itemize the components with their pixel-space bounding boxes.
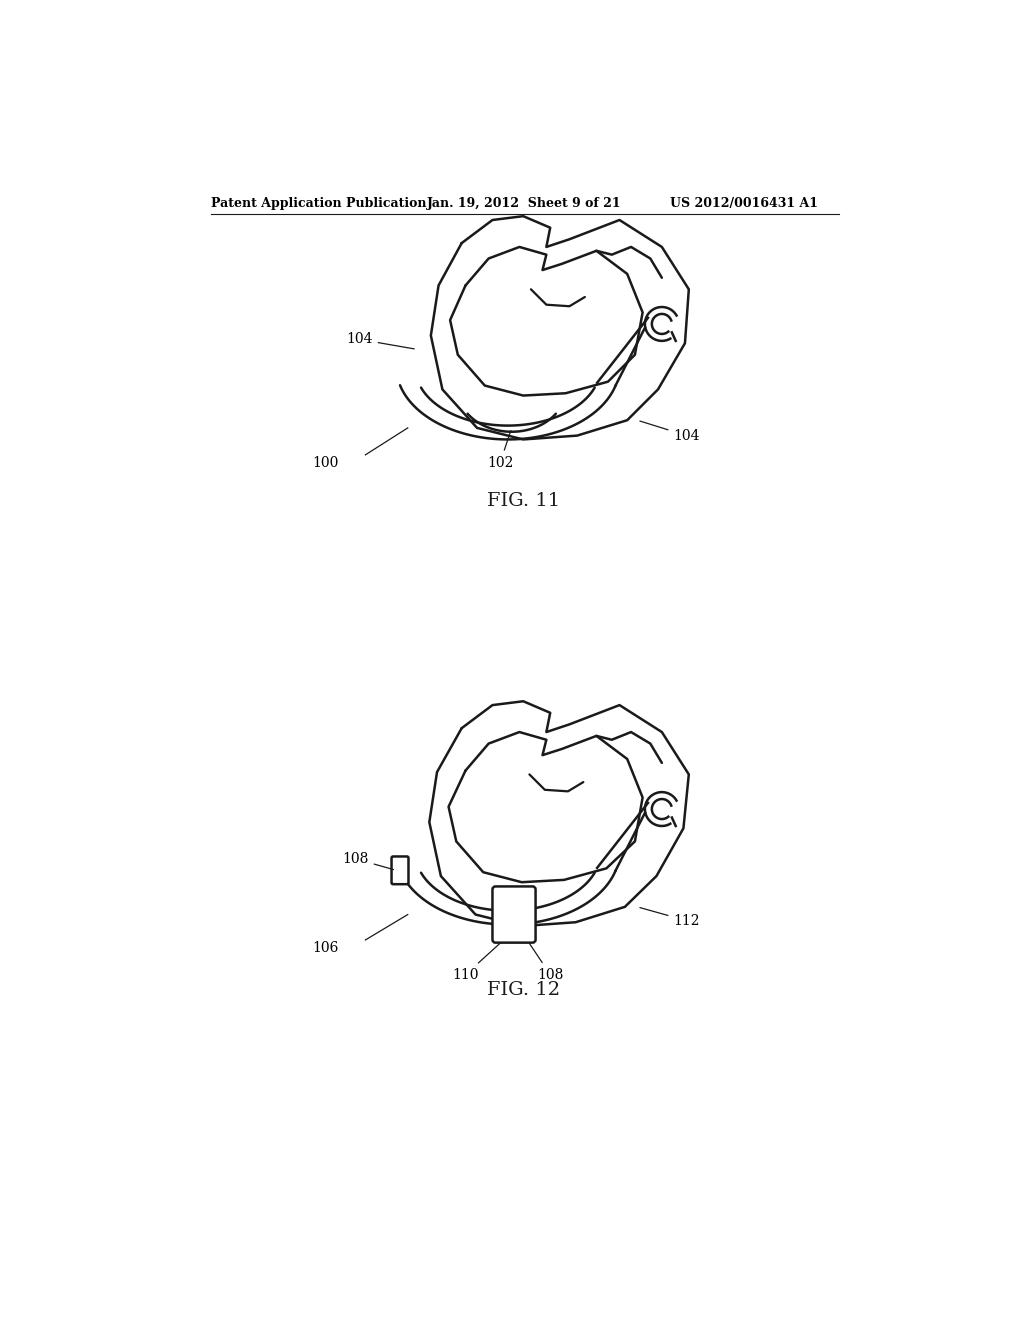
Text: 112: 112 [640, 908, 700, 928]
Text: 108: 108 [342, 851, 393, 870]
Text: FIG. 12: FIG. 12 [486, 981, 560, 999]
Text: 110: 110 [453, 942, 501, 982]
Text: 102: 102 [487, 430, 513, 470]
FancyBboxPatch shape [493, 887, 536, 942]
Text: 100: 100 [312, 455, 339, 470]
Text: 104: 104 [346, 333, 415, 348]
Text: 106: 106 [312, 941, 339, 954]
Text: Patent Application Publication: Patent Application Publication [211, 197, 427, 210]
Text: US 2012/0016431 A1: US 2012/0016431 A1 [670, 197, 817, 210]
Text: 108: 108 [529, 944, 563, 982]
Text: FIG. 11: FIG. 11 [486, 492, 560, 510]
FancyBboxPatch shape [391, 857, 409, 884]
Text: 104: 104 [640, 421, 700, 442]
Text: Jan. 19, 2012  Sheet 9 of 21: Jan. 19, 2012 Sheet 9 of 21 [427, 197, 622, 210]
